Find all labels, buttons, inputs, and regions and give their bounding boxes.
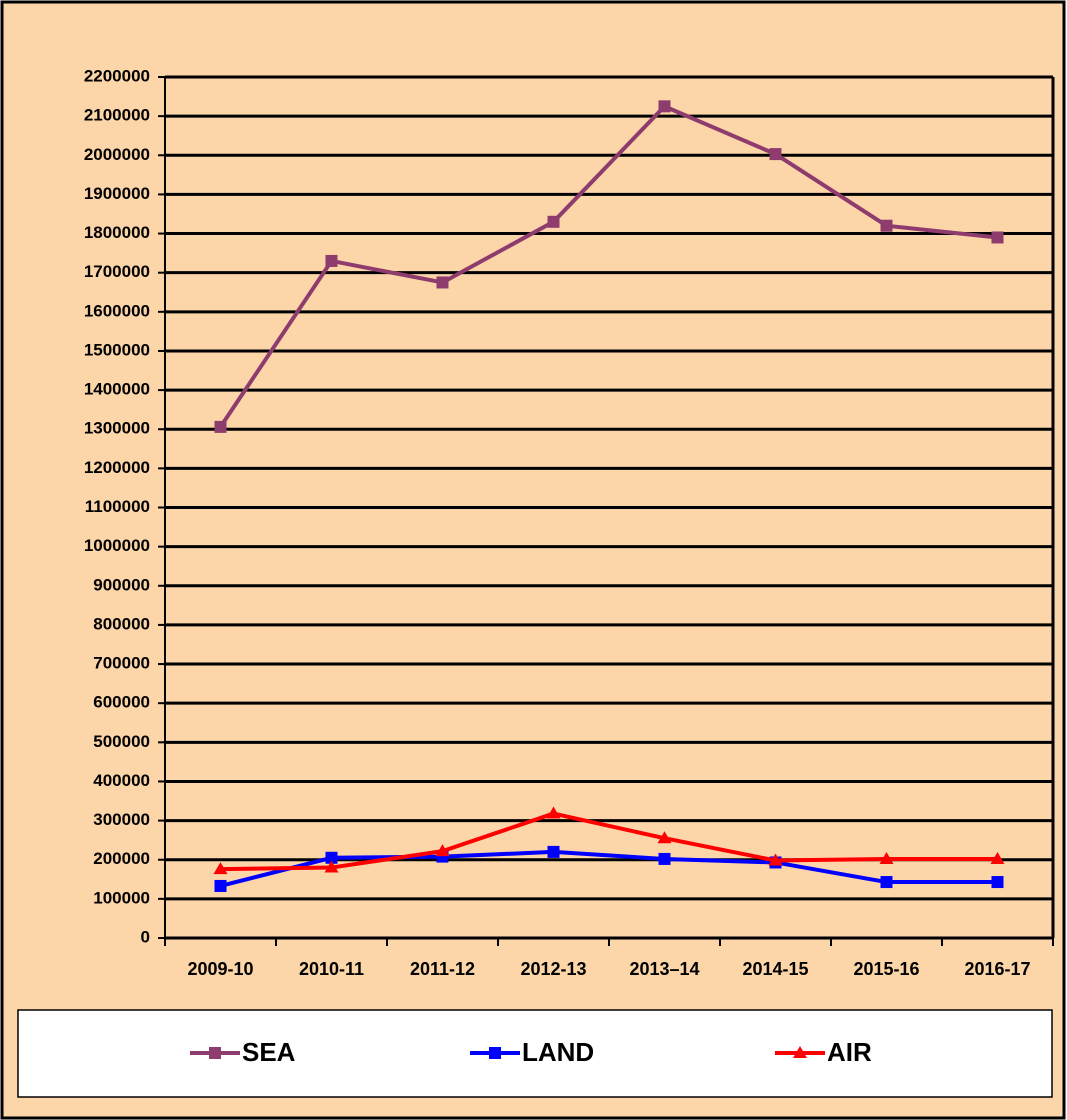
y-tick-label: 1200000: [84, 458, 150, 477]
y-tick-label: 1500000: [84, 340, 150, 359]
x-tick-label: 2013–14: [629, 959, 699, 979]
y-tick-label: 2200000: [84, 66, 150, 85]
y-tick-label: 200000: [93, 849, 150, 868]
y-tick-label: 1100000: [85, 497, 150, 516]
data-point: [879, 851, 894, 864]
y-tick-label: 100000: [93, 888, 150, 907]
y-tick-label: 600000: [93, 693, 150, 712]
data-point: [769, 148, 782, 161]
x-tick-label: 2009-10: [187, 959, 253, 979]
legend-label: AIR: [827, 1037, 872, 1067]
data-point: [325, 851, 338, 864]
data-point: [658, 852, 671, 865]
x-tick-label: 2011-12: [410, 959, 475, 979]
legend-label: SEA: [242, 1037, 296, 1067]
y-tick-label: 300000: [93, 810, 150, 829]
x-tick-label: 2014-15: [742, 959, 808, 979]
legend-label: LAND: [522, 1037, 594, 1067]
data-point: [991, 876, 1004, 889]
data-point: [435, 844, 450, 857]
data-point: [658, 100, 671, 113]
x-tick-label: 2015-16: [853, 959, 919, 979]
y-tick-label: 1000000: [84, 536, 150, 555]
data-point: [547, 845, 560, 858]
data-point: [325, 254, 338, 267]
legend-marker: [793, 1046, 807, 1058]
data-point: [324, 860, 339, 873]
y-tick-label: 1900000: [84, 184, 150, 203]
y-tick-label: 1300000: [84, 419, 150, 438]
legend-marker: [489, 1047, 501, 1059]
series-line: [220, 849, 998, 888]
y-tick-label: 900000: [93, 575, 150, 594]
data-point: [213, 862, 228, 875]
x-tick-label: 2012-13: [520, 959, 586, 979]
legend-marker: [209, 1047, 221, 1059]
data-point: [657, 831, 672, 844]
data-point: [880, 219, 893, 232]
y-tick-label: 2100000: [84, 106, 150, 125]
y-tick-label: 800000: [93, 614, 150, 633]
y-tick-label: 400000: [93, 771, 150, 790]
data-point: [546, 806, 561, 819]
data-point: [547, 215, 560, 228]
data-point: [768, 853, 783, 866]
y-tick-label: 1400000: [84, 380, 150, 399]
y-tick-label: 1800000: [84, 223, 150, 242]
y-tick-label: 1600000: [84, 301, 150, 320]
series-line: [218, 104, 998, 428]
data-point: [880, 876, 893, 889]
y-tick-label: 2000000: [84, 145, 150, 164]
data-point: [990, 851, 1005, 864]
y-tick-label: 500000: [93, 732, 150, 751]
series-line: [220, 811, 998, 872]
y-tick-label: 700000: [93, 654, 150, 673]
data-point: [214, 879, 227, 892]
data-point: [214, 420, 227, 433]
data-point: [991, 231, 1004, 244]
x-tick-label: 2010-11: [299, 959, 364, 979]
y-tick-label: 0: [141, 927, 150, 946]
data-point: [436, 276, 449, 289]
y-tick-label: 1700000: [84, 262, 150, 281]
x-tick-label: 2016-17: [964, 959, 1030, 979]
